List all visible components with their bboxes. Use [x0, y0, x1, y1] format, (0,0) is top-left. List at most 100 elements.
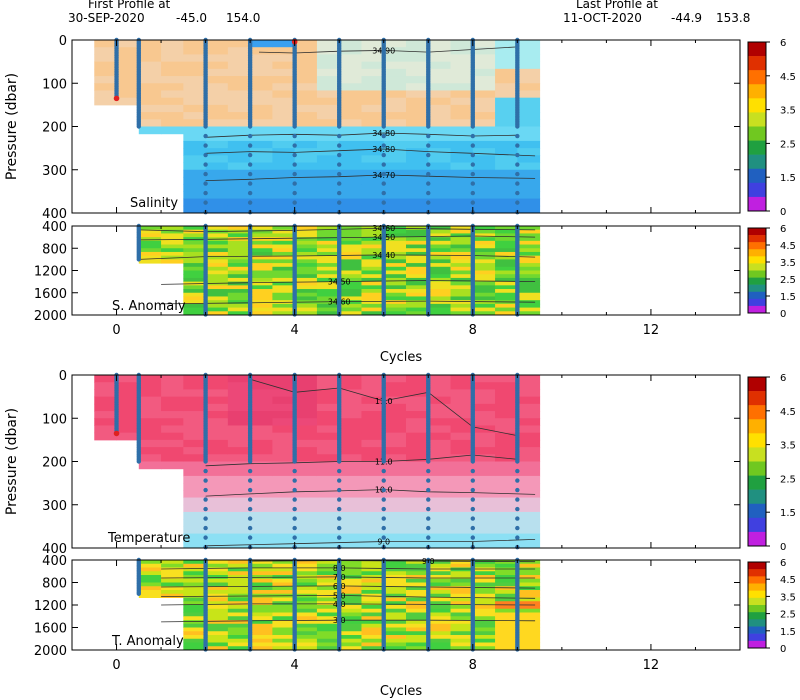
- heatmap-cell: [450, 97, 474, 106]
- heatmap-cell: [250, 571, 273, 576]
- heatmap-cell: [272, 375, 296, 383]
- heatmap-cell: [406, 447, 429, 455]
- heatmap-cell: [205, 454, 229, 462]
- heatmap-cell: [361, 40, 385, 48]
- profile-dot: [426, 459, 431, 464]
- heatmap-cell: [316, 169, 340, 178]
- heatmap-cell: [517, 226, 541, 231]
- contour-label: 34.80: [372, 129, 395, 138]
- heatmap-cell: [450, 259, 474, 264]
- heatmap-cell: [116, 396, 140, 405]
- heatmap-cell: [361, 237, 385, 242]
- profile-dot: [381, 124, 386, 129]
- heatmap-cell: [272, 616, 296, 621]
- profile-dot: [337, 535, 342, 540]
- heatmap-cell: [161, 97, 184, 106]
- heatmap-cell: [227, 233, 251, 238]
- heatmap-cell: [183, 47, 207, 55]
- heatmap-cell: [450, 248, 474, 253]
- heatmap-cell: [428, 526, 452, 535]
- heatmap-cell: [316, 432, 340, 441]
- heatmap-cell: [361, 292, 385, 297]
- heatmap-cell: [383, 244, 407, 249]
- profile-dot: [247, 459, 253, 464]
- heatmap-cell: [183, 266, 207, 271]
- heatmap-cell: [472, 638, 496, 643]
- heatmap-cell: [227, 403, 251, 412]
- heatmap-cell: [428, 575, 452, 580]
- heatmap-cell: [383, 311, 407, 316]
- heatmap-cell: [316, 255, 340, 260]
- heatmap-cell: [428, 590, 452, 595]
- heatmap-cell: [450, 432, 474, 441]
- heatmap-cell: [517, 104, 541, 113]
- heatmap-cell: [339, 590, 362, 595]
- heatmap-cell: [205, 307, 229, 312]
- heatmap-cell: [138, 259, 162, 264]
- heatmap-cell: [428, 439, 452, 448]
- heatmap-cell: [472, 285, 496, 290]
- heatmap-cell: [339, 307, 362, 312]
- y-tick-label: 1200: [34, 265, 67, 280]
- heatmap-cell: [205, 148, 229, 156]
- heatmap-cell: [495, 504, 518, 513]
- heatmap-cell: [339, 169, 362, 178]
- profile-dot: [292, 516, 297, 521]
- heatmap-cell: [183, 76, 207, 84]
- heatmap-cell: [250, 248, 273, 253]
- heatmap-cell: [472, 605, 496, 610]
- contour-line: [205, 489, 536, 497]
- heatmap-cell: [472, 623, 496, 628]
- heatmap-cell: [294, 616, 318, 621]
- heatmap-cell: [316, 162, 340, 171]
- heatmap-cell: [406, 586, 429, 591]
- profile-dot: [426, 525, 431, 531]
- heatmap-cell: [517, 277, 541, 283]
- heatmap-cell: [316, 307, 340, 312]
- heatmap-cell: [272, 311, 296, 316]
- heatmap-cell: [250, 642, 273, 647]
- heatmap-cell: [339, 439, 362, 448]
- heatmap-cell: [294, 396, 318, 405]
- heatmap-cell: [250, 244, 273, 249]
- heatmap-cell: [138, 593, 162, 598]
- heatmap-cell: [361, 601, 385, 606]
- heatmap-cell: [272, 289, 296, 294]
- profile-dots: [136, 557, 520, 652]
- profile-dot: [426, 487, 431, 493]
- heatmap-cell: [205, 638, 229, 643]
- heatmap-cell: [205, 133, 229, 142]
- heatmap-cell: [517, 198, 541, 207]
- heatmap-cell: [227, 119, 251, 127]
- heatmap-cell: [294, 162, 318, 171]
- colorbar-frame: [747, 376, 767, 547]
- heatmap-cell: [339, 533, 362, 542]
- profile-dot: [470, 506, 475, 512]
- profile-dot: [292, 162, 297, 167]
- heatmap-cell: [383, 266, 407, 271]
- heatmap-cell: [472, 54, 496, 63]
- heatmap-cell: [250, 567, 273, 572]
- heatmap-cell: [428, 266, 452, 271]
- heatmap-cell: [517, 461, 541, 470]
- heatmap-cell: [183, 575, 207, 580]
- heatmap-cell: [383, 191, 407, 200]
- heatmap-cell: [183, 483, 207, 491]
- heatmap-cell: [250, 627, 273, 632]
- heatmap-cell: [316, 425, 340, 434]
- heatmap-cell: [361, 148, 385, 156]
- heatmap-cell: [361, 396, 385, 405]
- heatmap-cell: [495, 635, 518, 640]
- heatmap-cell: [250, 255, 273, 260]
- heatmap-cell: [472, 375, 496, 383]
- heatmap-cell: [495, 389, 518, 398]
- colorbar-swatch: [748, 154, 766, 170]
- heatmap-cell: [428, 97, 452, 106]
- heatmap-cell: [383, 148, 407, 156]
- heatmap-cell: [316, 229, 340, 234]
- heatmap-cell: [361, 140, 385, 149]
- heatmap-cell: [383, 270, 407, 275]
- profile-dot: [337, 171, 342, 177]
- panel-label: T. Anomaly: [111, 634, 184, 649]
- profile-dot: [470, 525, 475, 531]
